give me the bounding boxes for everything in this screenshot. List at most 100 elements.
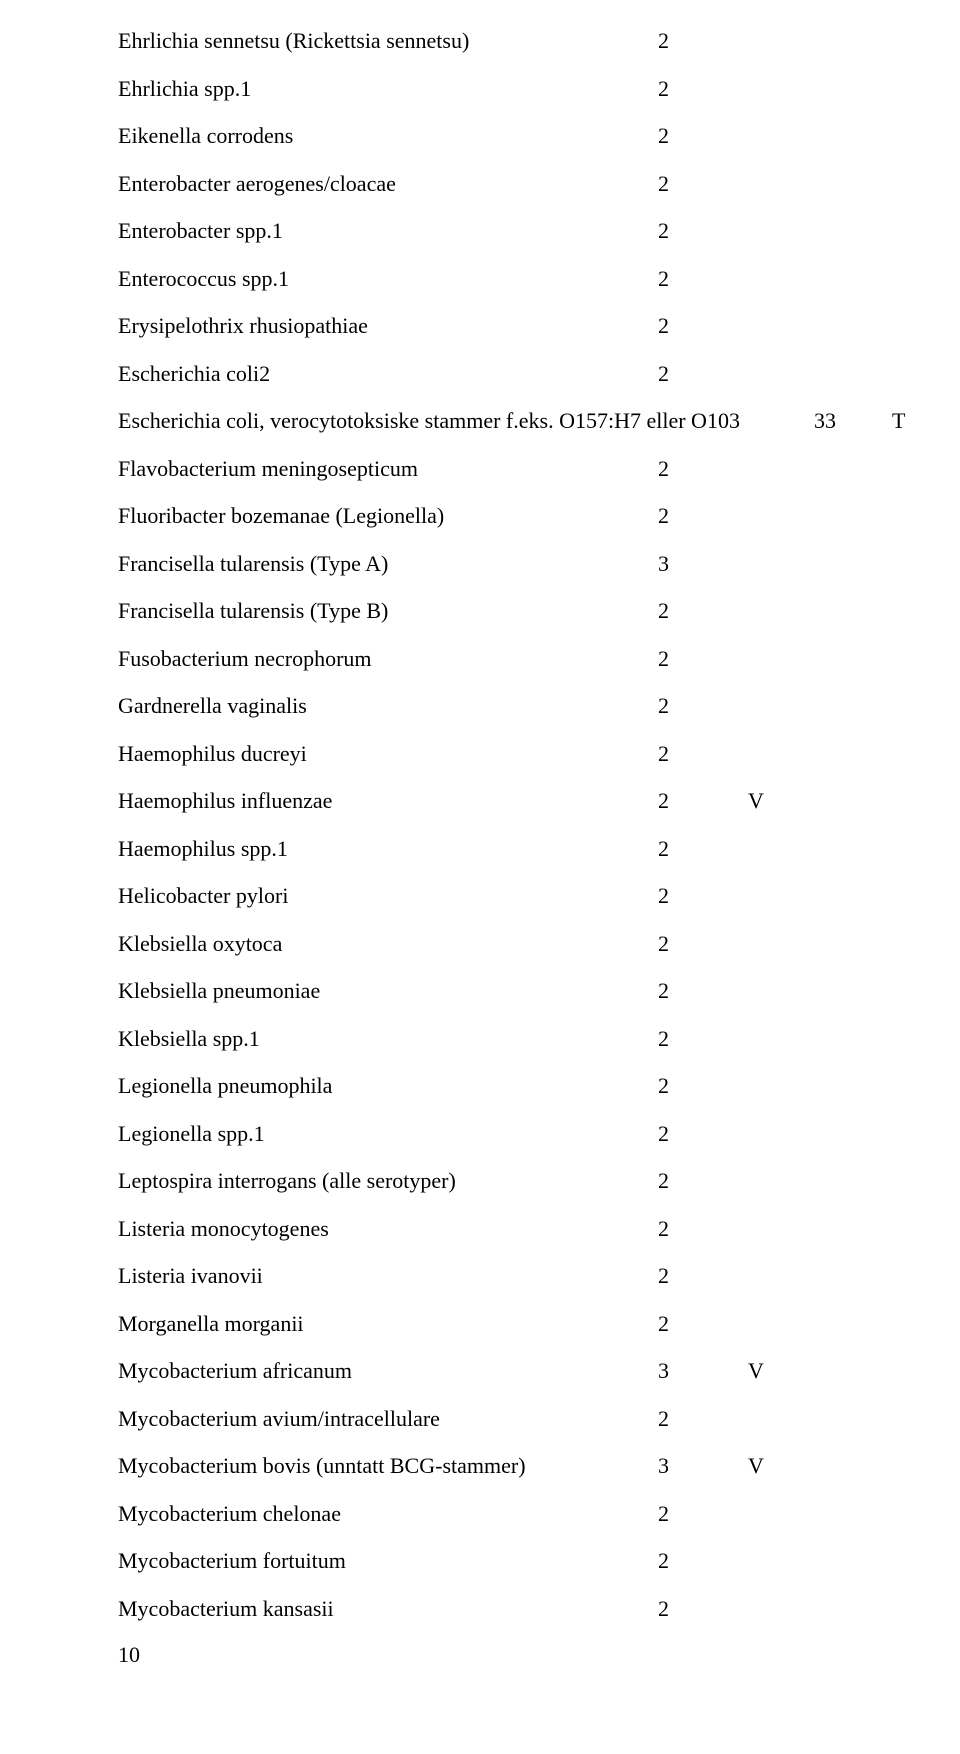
organism-name: Legionella spp.1	[118, 1123, 658, 1145]
value-cell: 2	[658, 315, 748, 337]
table-row: Escherichia coli22	[118, 363, 850, 385]
table-row: Helicobacter pylori2	[118, 885, 850, 907]
value-cell: 2	[658, 838, 748, 860]
table-row: Enterobacter aerogenes/cloacae2	[118, 173, 850, 195]
value-cell: 2	[658, 1313, 748, 1335]
table-row: Fusobacterium necrophorum2	[118, 648, 850, 670]
table-row: Klebsiella pneumoniae2	[118, 980, 850, 1002]
table-row: Mycobacterium avium/intracellulare2	[118, 1408, 850, 1430]
value-cell: 3	[658, 1455, 748, 1477]
value-cell: 3	[658, 553, 748, 575]
table-row: Francisella tularensis (Type A)3	[118, 553, 850, 575]
table-row: Enterobacter spp.12	[118, 220, 850, 242]
organism-name: Haemophilus ducreyi	[118, 743, 658, 765]
table-row: Klebsiella oxytoca2	[118, 933, 850, 955]
organism-name: Francisella tularensis (Type A)	[118, 553, 658, 575]
value-cell: 2	[658, 1123, 748, 1145]
table-row: Escherichia coli, verocytotoksiske stamm…	[118, 410, 850, 432]
table-row: Francisella tularensis (Type B)2	[118, 600, 850, 622]
value-cell: 2	[658, 743, 748, 765]
organism-name: Haemophilus spp.1	[118, 838, 658, 860]
table-row: Haemophilus ducreyi2	[118, 743, 850, 765]
value-cell: 2	[658, 1550, 748, 1572]
value-cell: 2	[658, 1075, 748, 1097]
note-cell: V	[748, 790, 808, 812]
organism-name: Erysipelothrix rhusiopathiae	[118, 315, 658, 337]
organism-name: Fusobacterium necrophorum	[118, 648, 658, 670]
organism-name: Mycobacterium africanum	[118, 1360, 658, 1382]
organism-name: Mycobacterium avium/intracellulare	[118, 1408, 658, 1430]
organism-name: Mycobacterium kansasii	[118, 1598, 658, 1620]
table-row: Haemophilus influenzae2V	[118, 790, 850, 812]
value-cell: 2	[658, 363, 748, 385]
table-row: Flavobacterium meningosepticum2	[118, 458, 850, 480]
organism-name: Eikenella corrodens	[118, 125, 658, 147]
organism-name: Klebsiella spp.1	[118, 1028, 658, 1050]
table-row: Haemophilus spp.12	[118, 838, 850, 860]
value-cell: 2	[658, 933, 748, 955]
organism-name: Morganella morganii	[118, 1313, 658, 1335]
organism-name: Ehrlichia sennetsu (Rickettsia sennetsu)	[118, 30, 658, 52]
table-row: Erysipelothrix rhusiopathiae2	[118, 315, 850, 337]
organism-name: Listeria monocytogenes	[118, 1218, 658, 1240]
value-cell: 2	[658, 695, 748, 717]
table-row: Morganella morganii2	[118, 1313, 850, 1335]
organism-name: Enterobacter spp.1	[118, 220, 658, 242]
note-cell: T	[892, 410, 932, 432]
value-cell: 2	[658, 505, 748, 527]
table-row: Mycobacterium fortuitum2	[118, 1550, 850, 1572]
value-cell: 2	[658, 1218, 748, 1240]
organism-name: Escherichia coli2	[118, 363, 658, 385]
value-cell: 2	[658, 885, 748, 907]
table-row: Legionella pneumophila2	[118, 1075, 850, 1097]
value-cell: 2	[658, 1265, 748, 1287]
value-cell: 3	[658, 1360, 748, 1382]
table-row: Mycobacterium chelonae2	[118, 1503, 850, 1525]
value-cell: 2	[658, 78, 748, 100]
table-row: Ehrlichia spp.12	[118, 78, 850, 100]
table-row: Fluoribacter bozemanae (Legionella)2	[118, 505, 850, 527]
value-cell: 2	[658, 1028, 748, 1050]
organism-name: Listeria ivanovii	[118, 1265, 658, 1287]
organism-name: Escherichia coli, verocytotoksiske stamm…	[118, 410, 814, 432]
page-number: 10	[118, 1642, 140, 1668]
table-row: Mycobacterium bovis (unntatt BCG-stammer…	[118, 1455, 850, 1477]
value-cell: 2	[658, 600, 748, 622]
table-row: Ehrlichia sennetsu (Rickettsia sennetsu)…	[118, 30, 850, 52]
value-cell: 2	[658, 173, 748, 195]
table-row: Gardnerella vaginalis2	[118, 695, 850, 717]
table-row: Enterococcus spp.12	[118, 268, 850, 290]
value-cell: 2	[658, 125, 748, 147]
organism-name: Francisella tularensis (Type B)	[118, 600, 658, 622]
organism-name: Leptospira interrogans (alle serotyper)	[118, 1170, 658, 1192]
value-cell: 2	[658, 648, 748, 670]
organism-name: Ehrlichia spp.1	[118, 78, 658, 100]
organism-name: Haemophilus influenzae	[118, 790, 658, 812]
value-cell: 2	[658, 1503, 748, 1525]
value-cell: 2	[658, 268, 748, 290]
table-row: Listeria ivanovii2	[118, 1265, 850, 1287]
organism-name: Fluoribacter bozemanae (Legionella)	[118, 505, 658, 527]
organism-name: Enterococcus spp.1	[118, 268, 658, 290]
organism-name: Helicobacter pylori	[118, 885, 658, 907]
table-row: Klebsiella spp.12	[118, 1028, 850, 1050]
organism-name: Gardnerella vaginalis	[118, 695, 658, 717]
value-cell: 2	[658, 220, 748, 242]
value-cell: 2	[658, 458, 748, 480]
value-cell: 2	[658, 1598, 748, 1620]
organism-name: Flavobacterium meningosepticum	[118, 458, 658, 480]
organism-name: Mycobacterium fortuitum	[118, 1550, 658, 1572]
organism-name: Enterobacter aerogenes/cloacae	[118, 173, 658, 195]
note-cell: V	[748, 1360, 808, 1382]
table-row: Legionella spp.12	[118, 1123, 850, 1145]
value-cell: 2	[658, 1408, 748, 1430]
table-row: Mycobacterium kansasii2	[118, 1598, 850, 1620]
organism-name: Klebsiella pneumoniae	[118, 980, 658, 1002]
organism-name: Mycobacterium bovis (unntatt BCG-stammer…	[118, 1455, 658, 1477]
table-row: Leptospira interrogans (alle serotyper)2	[118, 1170, 850, 1192]
document-page: Ehrlichia sennetsu (Rickettsia sennetsu)…	[0, 0, 960, 1754]
table-row: Mycobacterium africanum3V	[118, 1360, 850, 1382]
value-cell: 2	[658, 30, 748, 52]
value-cell: 2	[658, 980, 748, 1002]
table-row: Listeria monocytogenes2	[118, 1218, 850, 1240]
